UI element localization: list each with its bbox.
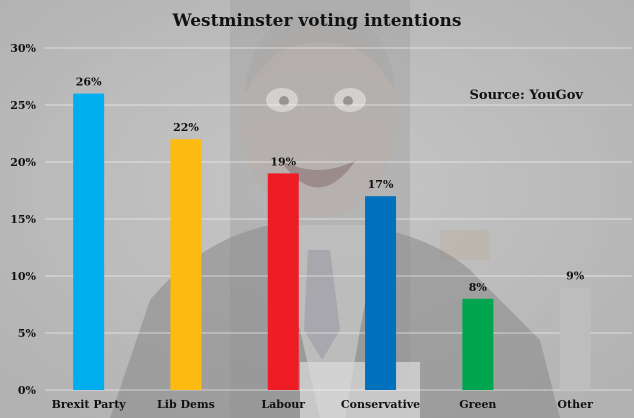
chart-title: Westminster voting intentions [172, 11, 462, 31]
bar-brexit-party [73, 93, 105, 390]
value-label: 9% [566, 269, 585, 282]
bar-other [559, 287, 591, 390]
y-tick-label: 15% [10, 213, 36, 226]
value-labels: 26% 22% 19% 17% 8% 9% [76, 76, 585, 294]
x-tick-label: Other [557, 398, 593, 411]
y-tick-label: 30% [10, 42, 36, 55]
bar-green [462, 298, 494, 390]
y-tick-label: 0% [18, 384, 37, 397]
y-tick-label: 20% [10, 156, 36, 169]
bars [73, 93, 591, 390]
value-label: 17% [368, 178, 394, 191]
x-tick-label: Brexit Party [52, 398, 127, 411]
x-tick-label: Conservative [341, 398, 420, 411]
value-label: 22% [173, 121, 199, 134]
bar-conservative [365, 196, 397, 390]
y-tick-label: 5% [18, 327, 37, 340]
x-tick-label: Labour [261, 398, 305, 411]
y-axis: 0% 5% 10% 15% 20% 25% 30% [10, 42, 36, 397]
y-tick-label: 25% [10, 99, 36, 112]
x-tick-label: Lib Dems [157, 398, 215, 411]
value-label: 19% [270, 155, 296, 168]
x-tick-label: Green [459, 398, 496, 411]
source-label: Source: YouGov [470, 88, 584, 103]
bar-labour [267, 173, 299, 390]
gridlines [45, 47, 632, 391]
bar-lib-dems [170, 139, 202, 390]
value-label: 26% [76, 76, 102, 89]
y-tick-label: 10% [10, 270, 36, 283]
value-label: 8% [469, 281, 488, 294]
x-axis: Brexit Party Lib Dems Labour Conservative Gr… [52, 398, 593, 411]
